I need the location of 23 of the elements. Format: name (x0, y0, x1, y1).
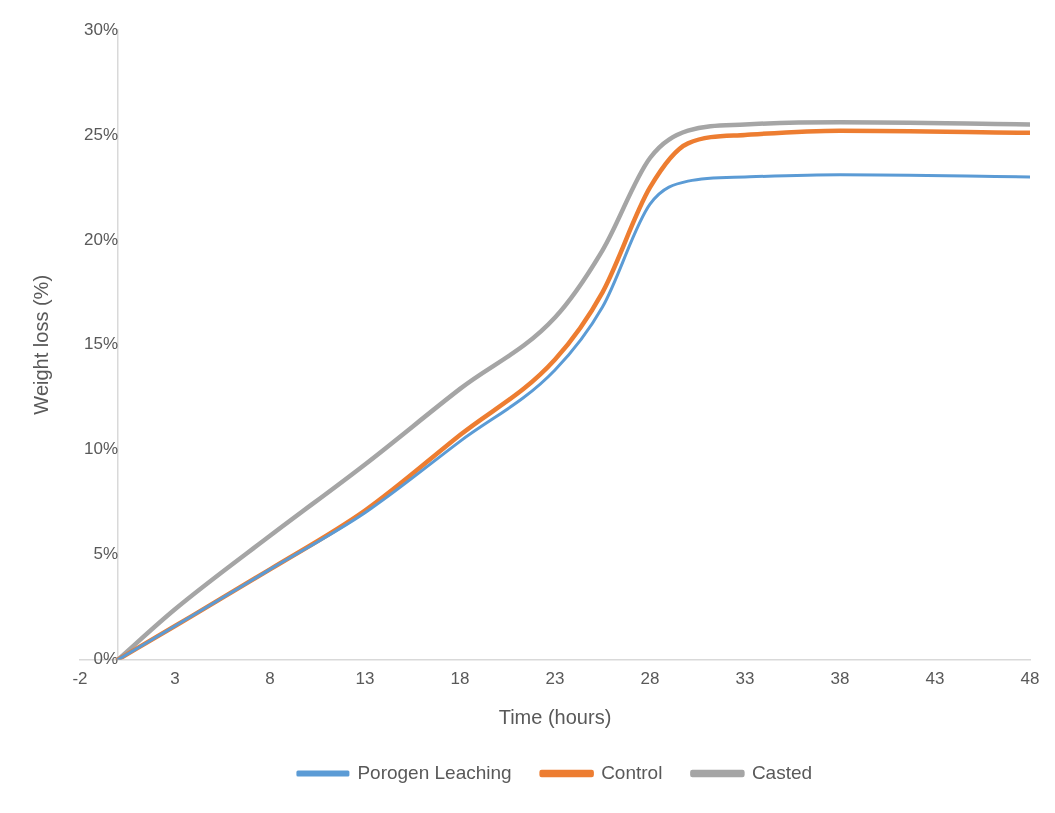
legend-label: Control (601, 761, 663, 783)
y-tick-label: 15% (83, 334, 118, 354)
x-tick-label: 18 (450, 669, 470, 689)
legend-label: Casted (751, 761, 813, 783)
x-tick-label: 23 (545, 669, 565, 689)
x-tick-label: 43 (925, 669, 945, 689)
x-tick-label: -2 (72, 669, 88, 689)
x-tick-label: 33 (735, 669, 755, 689)
x-axis-title: Time (hours) (498, 705, 612, 728)
y-tick-label: 20% (83, 229, 118, 249)
y-axis-title: Weight loss (%) (29, 274, 52, 415)
legend-label: Porogen Leaching (357, 761, 512, 783)
x-tick-label: 28 (640, 669, 660, 689)
x-tick-label: 38 (830, 669, 850, 689)
y-tick-label: 25% (83, 124, 118, 144)
y-tick-label: 0% (93, 649, 118, 669)
y-tick-label: 30% (83, 19, 118, 39)
x-tick-label: 3 (170, 669, 180, 689)
y-tick-label: 10% (83, 439, 118, 459)
x-tick-label: 48 (1020, 669, 1040, 689)
y-tick-label: 5% (93, 544, 118, 564)
x-tick-label: 8 (265, 669, 275, 689)
x-tick-label: 13 (355, 669, 375, 689)
